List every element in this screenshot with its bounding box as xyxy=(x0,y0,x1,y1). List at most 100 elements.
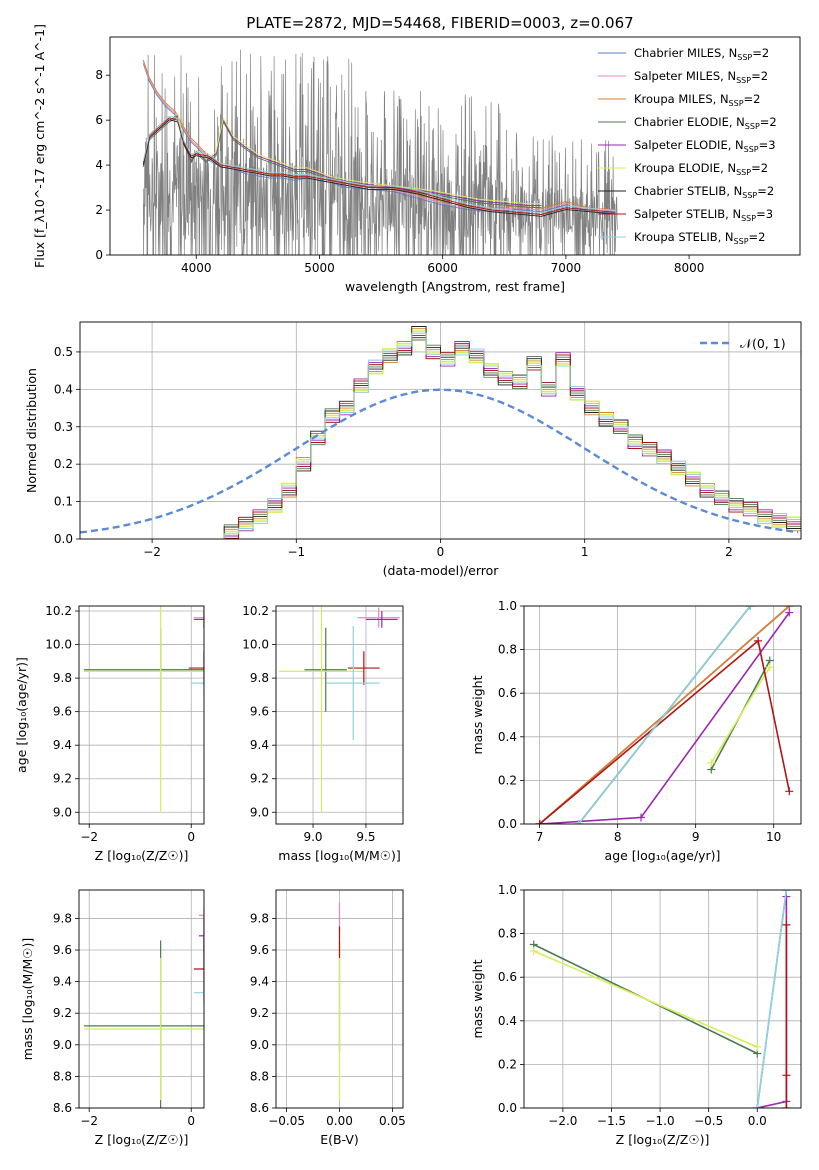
axes-frame xyxy=(78,889,205,1109)
y-tick-label: 9.6 xyxy=(250,943,269,957)
y-tick-label: 0.0 xyxy=(498,1101,517,1115)
y-tick-label: 6 xyxy=(95,113,103,127)
y-tick-label: 9.4 xyxy=(250,975,269,989)
y-tick-label: 9.2 xyxy=(250,1006,269,1020)
model-curve-kroupa-stelib xyxy=(142,115,616,214)
y-tick-label: 8.8 xyxy=(53,1069,72,1083)
y-axis-label: mass [log₁₀(M/M☉)] xyxy=(20,938,35,1060)
x-tick-label: 8 xyxy=(614,830,622,844)
legend-entry: Chabrier MILES, NSSP=2 xyxy=(634,46,769,62)
y-tick-label: 0.2 xyxy=(498,1057,517,1071)
normal-distribution-curve xyxy=(80,388,799,534)
legend-entry: Kroupa STELIB, NSSP=2 xyxy=(634,230,765,246)
y-tick-label: 0.4 xyxy=(498,1014,517,1028)
mass-weight-line-kroupa-stelib xyxy=(756,890,788,1108)
x-tick-label: 0 xyxy=(437,545,445,559)
y-tick-label: 9.4 xyxy=(53,975,72,989)
y-tick-label: 9.8 xyxy=(53,671,72,685)
mass-vs-Z-plot-area xyxy=(84,907,204,1108)
age-vs-mass-plot-area xyxy=(279,606,400,813)
legend-entry: Salpeter STELIB, NSSP=3 xyxy=(634,207,773,223)
y-tick-label: 1.0 xyxy=(498,599,517,613)
legend-entry: 𝒩(0, 1) xyxy=(740,336,786,351)
residuals-axes: −2 −1 0 1 2 0.0 0.1 0.2 0.3 0.4 0.5 (data-model)/er… xyxy=(24,322,801,578)
data-point-marker xyxy=(753,1104,762,1108)
y-tick-label: 0.8 xyxy=(498,643,517,657)
data-point-marker xyxy=(753,1042,762,1051)
data-point-marker xyxy=(782,1104,791,1108)
x-axis-label: (data-model)/error xyxy=(383,563,500,578)
data-point-marker xyxy=(637,813,646,822)
x-tick-label: 0.00 xyxy=(326,1114,353,1128)
y-tick-label: 9.6 xyxy=(53,705,72,719)
x-tick-label: 10 xyxy=(766,830,781,844)
y-tick-label: 8 xyxy=(95,68,103,82)
mass-weight-vs-age-plot-area xyxy=(535,606,794,824)
x-tick-label: 0.05 xyxy=(379,1114,406,1128)
legend-entry: Chabrier ELODIE, NSSP=2 xyxy=(634,115,777,131)
axes-frame xyxy=(79,321,802,540)
x-tick-label: 8000 xyxy=(674,261,705,275)
y-tick-label: 9.8 xyxy=(53,911,72,925)
legend-entry: Kroupa MILES, NSSP=2 xyxy=(634,92,760,108)
x-tick-label: 0 xyxy=(187,1114,195,1128)
x-tick-label: 1 xyxy=(581,545,589,559)
mass-weight-line-salpeter-stelib xyxy=(539,639,791,824)
data-point-marker xyxy=(746,606,755,610)
x-tick-label: 2 xyxy=(725,545,733,559)
legend-entry: Salpeter ELODIE, NSSP=3 xyxy=(634,138,776,154)
x-tick-label: −2.0 xyxy=(548,1114,577,1128)
data-point-marker xyxy=(574,820,583,824)
data-point-marker xyxy=(535,820,544,824)
model-curve-kroupa-elodie xyxy=(142,113,542,205)
x-axis-label: Z [log₁₀(Z/Z☉)] xyxy=(616,1132,710,1147)
x-tick-label: −2 xyxy=(80,830,98,844)
x-axis-label: wavelength [Angstrom, rest frame] xyxy=(345,279,565,294)
y-tick-label: 9.2 xyxy=(53,772,72,786)
x-tick-label: 9 xyxy=(692,830,700,844)
data-point-marker xyxy=(782,890,791,894)
x-axis-label: Z [log₁₀(Z/Z☉)] xyxy=(95,1132,189,1147)
y-tick-label: 0.0 xyxy=(54,532,73,546)
age-vs-mass-axes: 9.0 9.5 9.0 9.2 9.4 9.6 9.8 10.0 10.2 mass [log₁₀… xyxy=(242,604,403,863)
y-tick-label: 9.0 xyxy=(53,1038,72,1052)
y-tick-label: 9.6 xyxy=(53,943,72,957)
data-point-marker xyxy=(785,608,794,617)
x-tick-label: −2 xyxy=(143,545,161,559)
y-tick-label: 0.1 xyxy=(54,495,73,509)
mass-weight-vs-Z-axes: −2.0 −1.5 −1.0 −0.5 0.0 0.0 0.2 0.4 0.6 0.8 1.0 Z [… xyxy=(470,883,801,1147)
y-axis-label: Normed distribution xyxy=(24,368,39,493)
y-tick-label: 9.6 xyxy=(250,705,269,719)
y-tick-label: 4 xyxy=(95,158,103,172)
y-tick-label: 0.2 xyxy=(498,773,517,787)
axes-frame xyxy=(78,605,205,825)
y-tick-label: 10.2 xyxy=(45,604,72,618)
y-tick-label: 0.3 xyxy=(54,420,73,434)
model-curve-chabrier-stelib xyxy=(142,119,616,217)
y-tick-label: 9.2 xyxy=(53,1006,72,1020)
x-tick-label: −1.5 xyxy=(597,1114,626,1128)
x-tick-label: −0.05 xyxy=(268,1114,305,1128)
y-tick-label: 9.0 xyxy=(53,805,72,819)
age-vs-Z-axes: −2 0 9.0 9.2 9.4 9.6 9.8 10.0 10.2 Z [log₁₀(Z/Z☉)… xyxy=(14,604,204,863)
y-tick-label: 0.0 xyxy=(498,817,517,831)
axes-frame xyxy=(523,889,802,1109)
observed-spectrum xyxy=(142,49,618,255)
mass-vs-Z-axes: −2 0 8.6 8.8 9.0 9.2 9.4 9.6 9.8 Z [log₁₀(Z/Z☉)] m… xyxy=(20,890,204,1147)
y-tick-label: 9.0 xyxy=(250,1038,269,1052)
data-point-marker xyxy=(707,758,716,767)
y-tick-label: 0.5 xyxy=(54,345,73,359)
y-tick-label: 9.4 xyxy=(53,738,72,752)
data-point-marker xyxy=(782,920,791,929)
mass-weight-line-kroupa-elodie xyxy=(710,666,771,764)
data-point-marker xyxy=(782,1071,791,1080)
y-tick-label: 0.4 xyxy=(498,730,517,744)
y-tick-label: 0 xyxy=(95,248,103,262)
mass-weight-line-kroupa-elodie xyxy=(533,950,758,1048)
data-point-marker xyxy=(785,787,794,796)
x-axis-label: mass [log₁₀(M/M☉)] xyxy=(278,848,400,863)
y-tick-label: 8.6 xyxy=(250,1101,269,1115)
axes-frame xyxy=(523,605,802,825)
axes-frame xyxy=(109,36,801,256)
x-tick-label: −2 xyxy=(80,1114,98,1128)
